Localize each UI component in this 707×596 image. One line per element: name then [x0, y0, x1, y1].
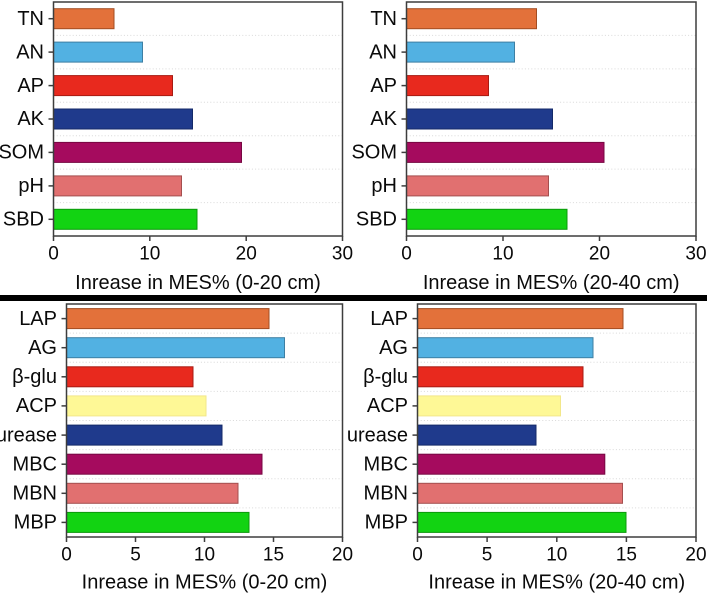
svg-text:SOM: SOM — [0, 142, 44, 164]
svg-text:5: 5 — [130, 545, 141, 566]
svg-text:β-glu: β-glu — [363, 366, 408, 388]
svg-text:0: 0 — [401, 243, 412, 264]
svg-text:SBD: SBD — [356, 209, 397, 231]
svg-text:LAP: LAP — [370, 308, 408, 330]
svg-text:SOM: SOM — [351, 142, 397, 164]
svg-text:30: 30 — [332, 243, 353, 264]
svg-text:MBP: MBP — [14, 512, 57, 534]
svg-text:MBN: MBN — [364, 483, 408, 505]
svg-text:0: 0 — [61, 545, 72, 566]
svg-text:TN: TN — [370, 8, 397, 30]
svg-text:urease: urease — [347, 424, 408, 446]
svg-text:AP: AP — [17, 75, 44, 97]
svg-text:Inrease in MES% (20-40 cm): Inrease in MES% (20-40 cm) — [428, 572, 685, 594]
svg-text:pH: pH — [18, 175, 44, 197]
svg-text:AG: AG — [379, 337, 408, 359]
svg-text:MBC: MBC — [13, 453, 57, 475]
svg-text:ACP: ACP — [367, 395, 408, 417]
svg-text:Inrease in MES% (0-20 cm): Inrease in MES% (0-20 cm) — [82, 572, 328, 594]
svg-text:0: 0 — [412, 545, 423, 566]
svg-text:AN: AN — [369, 41, 397, 63]
svg-text:AN: AN — [16, 41, 44, 63]
svg-text:Inrease in MES% (20-40 cm): Inrease in MES% (20-40 cm) — [423, 272, 680, 294]
svg-text:TN: TN — [17, 8, 44, 30]
svg-text:urease: urease — [0, 424, 57, 446]
svg-text:AP: AP — [370, 75, 397, 97]
svg-text:Inrease in MES% (0-20 cm): Inrease in MES% (0-20 cm) — [75, 272, 321, 294]
svg-text:SBD: SBD — [3, 209, 44, 231]
svg-text:LAP: LAP — [19, 308, 57, 330]
svg-text:20: 20 — [332, 545, 353, 566]
svg-text:MBP: MBP — [365, 512, 408, 534]
svg-text:AG: AG — [28, 337, 57, 359]
svg-text:pH: pH — [371, 175, 397, 197]
svg-text:20: 20 — [236, 243, 257, 264]
svg-text:15: 15 — [263, 545, 284, 566]
svg-text:10: 10 — [194, 545, 215, 566]
svg-text:0: 0 — [48, 243, 59, 264]
svg-text:10: 10 — [492, 243, 513, 264]
svg-text:20: 20 — [685, 545, 706, 566]
svg-text:20: 20 — [589, 243, 610, 264]
svg-text:10: 10 — [546, 545, 567, 566]
svg-text:AK: AK — [17, 108, 44, 130]
svg-text:MBN: MBN — [13, 483, 57, 505]
svg-text:10: 10 — [139, 243, 160, 264]
svg-text:MBC: MBC — [364, 453, 408, 475]
svg-text:30: 30 — [685, 243, 706, 264]
svg-text:ACP: ACP — [16, 395, 57, 417]
svg-text:β-glu: β-glu — [12, 366, 57, 388]
svg-text:15: 15 — [616, 545, 637, 566]
svg-text:AK: AK — [370, 108, 397, 130]
svg-text:5: 5 — [482, 545, 493, 566]
